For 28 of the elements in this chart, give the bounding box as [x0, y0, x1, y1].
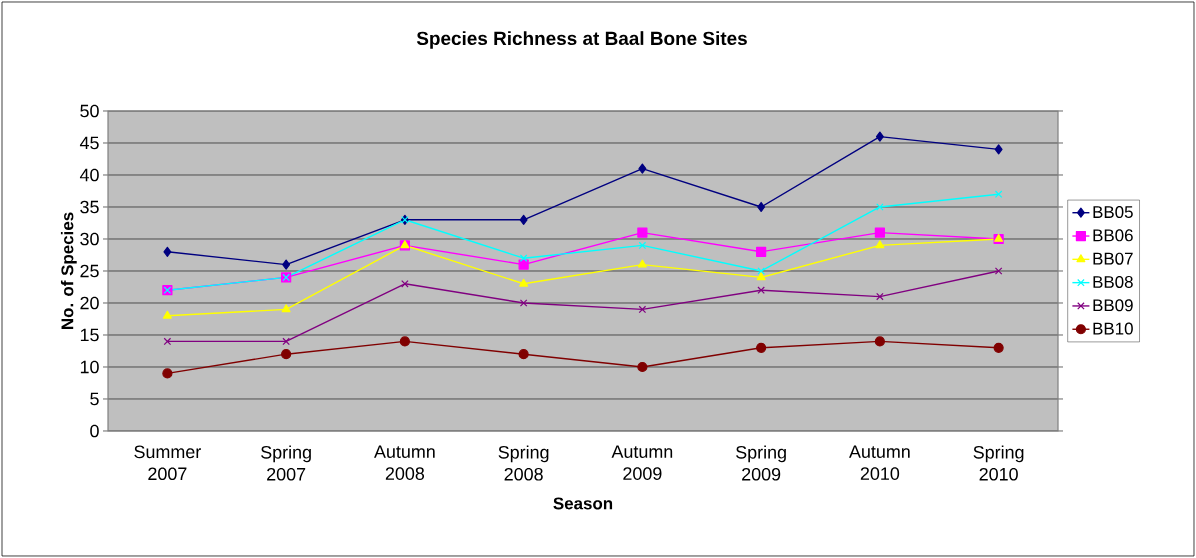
x-tick-label: Spring 2008 [498, 445, 549, 481]
y-tick-label: 0 [90, 424, 99, 438]
x-axis-title: Season [553, 497, 613, 510]
y-tick-label: 10 [80, 360, 99, 374]
legend-label: BB09 [1093, 299, 1133, 312]
y-tick-label: 25 [80, 264, 99, 278]
y-axis-title: No. of Species [60, 212, 77, 329]
legend-label: BB05 [1093, 206, 1133, 219]
legend-label: BB08 [1093, 275, 1133, 288]
x-tick-label: Autumn 2008 [374, 445, 435, 480]
y-tick-label: 15 [80, 328, 99, 342]
chart-title: Species Richness at Baal Bone Sites [416, 31, 747, 49]
legend-label: BB06 [1093, 229, 1133, 242]
x-tick-label: Autumn 2009 [611, 445, 673, 480]
y-tick-label: 5 [90, 392, 99, 406]
legend-label: BB10 [1093, 322, 1133, 335]
x-tick-label: Spring 2007 [261, 445, 311, 481]
y-tick-label: 30 [80, 232, 99, 246]
y-tick-label: 40 [79, 168, 99, 182]
x-tick-label: Autumn 2010 [849, 445, 910, 480]
y-tick-label: 45 [79, 136, 99, 150]
x-tick-label: Summer 2007 [134, 445, 201, 481]
y-tick-label: 35 [80, 200, 99, 214]
x-tick-label: Spring 2009 [736, 445, 786, 481]
x-tick-label: Spring 2010 [973, 445, 1024, 481]
legend-label: BB07 [1093, 252, 1133, 265]
y-tick-label: 50 [80, 104, 99, 118]
y-tick-label: 20 [80, 296, 99, 310]
